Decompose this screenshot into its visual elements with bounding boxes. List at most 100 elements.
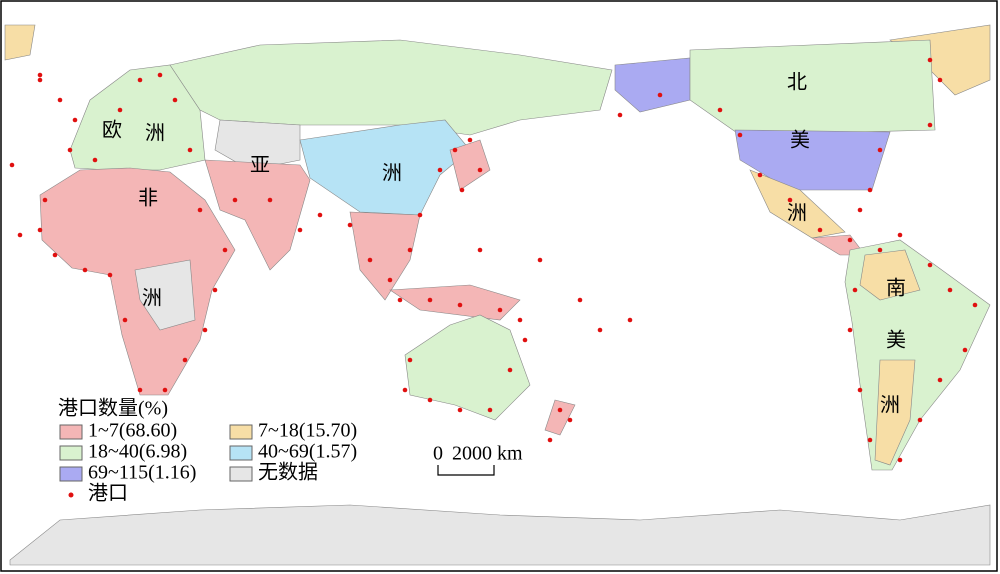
port-dot [202,327,208,333]
port-dot [962,347,968,353]
port-dot [867,437,873,443]
legend-port-dot [68,492,74,498]
scale-line [437,465,495,476]
port-dot [497,307,503,313]
port-dot [847,327,853,333]
legend-swatch [59,466,83,482]
continent-label: 洲 [787,203,807,225]
port-dot [537,257,543,263]
port-dot [757,172,763,178]
australia [404,314,531,421]
port-dot [897,232,903,238]
legend-swatch [59,424,83,440]
port-dot [72,117,78,123]
port-dot [37,72,43,78]
port-dot [407,247,413,253]
mexico [749,169,846,239]
port-dot [107,272,113,278]
port-dot [122,317,128,323]
europe [69,64,206,171]
port-dot [817,227,823,233]
canada [689,39,936,136]
port-dot [657,92,663,98]
port-dot [157,72,163,78]
port-dot [9,162,15,168]
port-dot [627,317,633,323]
ports [9,57,978,463]
port-dot [267,197,273,203]
scale-bar: 0 2000 km [433,443,523,476]
legend-label: 40~69(1.57) [258,441,357,463]
port-dot [137,77,143,83]
continent-label: 欧 [102,119,122,142]
port-dot [452,147,458,153]
alaska [614,57,691,113]
south-america-north [859,249,921,301]
continent-label: 南 [886,277,906,300]
legend-swatch [229,445,253,461]
port-dot [117,107,123,113]
port-dot [937,377,943,383]
port-dot [212,287,218,293]
port-dot [717,107,723,113]
port-dot [847,237,853,243]
port-dot [852,287,858,293]
scale-end: 2000 km [452,443,523,465]
port-dot [427,297,433,303]
port-dot [917,417,923,423]
port-dot [477,167,483,173]
port-dot [427,397,433,403]
legend-label: 7~18(15.70) [258,420,357,442]
legend-swatch [229,466,253,482]
continent-label: 亚 [250,155,270,177]
port-dot [67,147,73,153]
port-dot [857,207,863,213]
port-dot [927,122,933,128]
legend-port-label: 港口 [88,482,128,505]
port-dot [347,222,353,228]
port-dot [457,407,463,413]
port-dot [82,267,88,273]
port-dot [547,437,553,443]
legend-title: 港口数量(%) [58,397,168,420]
port-dot [137,387,143,393]
port-dot [947,287,953,293]
port-dot [972,302,978,308]
legend-label: 69~115(1.16) [88,462,196,484]
new-zealand [544,399,576,436]
port-dot [437,167,443,173]
port-dot [367,257,373,263]
port-dot [577,297,583,303]
port-dot [387,277,393,283]
port-dot [737,132,743,138]
port-dot [232,197,238,203]
legend-label: 1~7(68.60) [88,420,177,442]
port-dot [162,387,168,393]
port-dot [52,252,58,258]
port-dot [517,317,523,323]
port-dot [297,227,303,233]
continent-label: 洲 [880,395,900,417]
usa [734,129,891,191]
port-dot [477,247,483,253]
port-dot [397,297,403,303]
port-dot [172,97,178,103]
port-dot [222,247,228,253]
legend: 港口数量(%) 1~7(68.60)18~40(6.98)69~115(1.16… [58,397,357,505]
continent-label: 洲 [145,123,165,145]
africa-nodata [134,259,196,331]
middle-east-india [204,159,311,271]
port-dot [197,207,203,213]
continent-labels: 欧洲非洲亚 洲北美洲南美洲 [102,71,906,417]
port-dot [37,227,43,233]
port-dot [37,77,43,83]
port-dot [417,212,423,218]
port-dot [897,457,903,463]
port-dot [557,407,563,413]
southeast-asia [349,211,421,301]
port-dot [92,157,98,163]
port-dot [487,407,493,413]
legend-swatch [59,445,83,461]
port-dot [937,77,943,83]
